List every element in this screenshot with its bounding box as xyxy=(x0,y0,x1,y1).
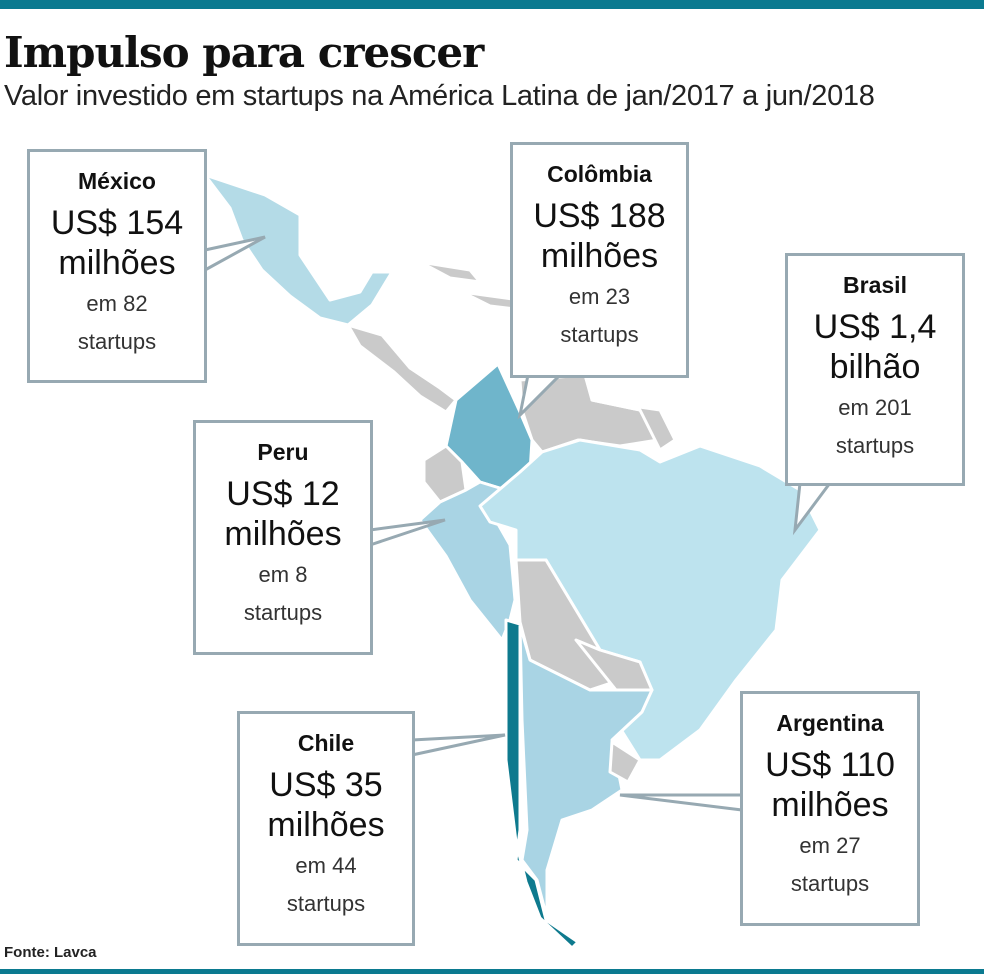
country-name: Argentina xyxy=(776,710,884,736)
country-name: México xyxy=(78,168,156,194)
country-caribbean xyxy=(418,260,482,284)
country-guyanas xyxy=(590,398,677,452)
investment-unit: milhões xyxy=(224,515,342,553)
startup-label: startups xyxy=(560,322,639,347)
callout-colombia: Colômbia US$ 188 milhões em 23 startups xyxy=(510,142,689,378)
country-name: Brasil xyxy=(843,272,907,298)
country-name: Colômbia xyxy=(547,161,652,187)
callout-peru: Peru US$ 12 milhões em 8 startups xyxy=(193,420,373,655)
startup-label: startups xyxy=(286,891,366,916)
startup-count: em 44 xyxy=(295,853,357,878)
bottom-accent-bar xyxy=(0,969,984,974)
callout-chile: Chile US$ 35 milhões em 44 startups xyxy=(237,711,415,946)
startup-count: em 23 xyxy=(568,284,631,309)
country-uruguay xyxy=(608,740,642,784)
investment-value: US$ 12 xyxy=(226,475,340,513)
callout-brasil: Brasil US$ 1,4 bilhão em 201 startups xyxy=(785,253,965,486)
title: Impulso para crescer xyxy=(4,28,484,77)
source-note: Fonte: Lavca xyxy=(4,944,97,961)
startup-label: startups xyxy=(77,329,157,354)
subtitle: Valor investido em startups na América L… xyxy=(4,80,875,112)
investment-value: US$ 188 xyxy=(533,197,666,235)
pointer-peru xyxy=(369,518,446,547)
startup-count: em 82 xyxy=(86,291,148,316)
investment-unit: milhões xyxy=(58,244,176,282)
country-name: Chile xyxy=(297,730,355,756)
startup-label: startups xyxy=(243,600,323,625)
country-mexico xyxy=(203,173,394,327)
pointer-mexico xyxy=(204,235,266,272)
pointer-argentina xyxy=(619,793,743,812)
investment-unit: bilhão xyxy=(829,348,921,386)
investment-unit: milhões xyxy=(540,237,659,275)
country-name: Peru xyxy=(257,439,309,465)
country-chile xyxy=(504,618,580,950)
startup-count: em 8 xyxy=(258,562,308,587)
country-central-america xyxy=(346,323,458,414)
country-argentina xyxy=(518,623,654,920)
startup-count: em 27 xyxy=(799,833,861,858)
top-accent-bar xyxy=(0,0,984,9)
startup-label: startups xyxy=(790,871,870,896)
startup-count: em 201 xyxy=(838,395,912,420)
investment-value: US$ 154 xyxy=(50,204,184,242)
investment-unit: milhões xyxy=(771,786,889,824)
country-paraguay xyxy=(574,638,654,692)
investment-value: US$ 35 xyxy=(269,766,383,804)
callout-argentina: Argentina US$ 110 milhões em 27 startups xyxy=(740,691,920,926)
pointer-brasil xyxy=(792,482,832,536)
investment-value: US$ 110 xyxy=(765,746,895,784)
callout-mexico: México US$ 154 milhões em 82 startups xyxy=(27,149,207,383)
investment-value: US$ 1,4 xyxy=(813,308,937,346)
pointer-chile xyxy=(411,733,506,757)
pointer-colombia xyxy=(517,373,562,420)
investment-unit: milhões xyxy=(267,806,385,844)
startup-label: startups xyxy=(835,433,915,458)
